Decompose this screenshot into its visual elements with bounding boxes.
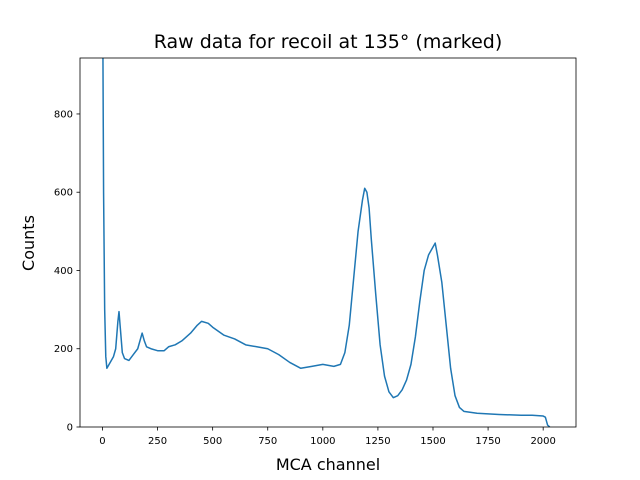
y-axis-label: Counts: [19, 215, 38, 271]
x-tick-label: 500: [203, 436, 222, 447]
x-tick-label: 250: [148, 436, 167, 447]
x-tick-label: 1000: [310, 436, 335, 447]
x-axis-label: MCA channel: [276, 455, 380, 474]
x-tick-label: 0: [99, 436, 105, 447]
x-tick-label: 1250: [365, 436, 390, 447]
x-tick-label: 750: [258, 436, 277, 447]
plot-area: [102, 58, 551, 427]
x-tick-label: 1750: [475, 436, 500, 447]
x-tick-label: 1500: [420, 436, 445, 447]
y-tick-label: 800: [54, 109, 73, 120]
axes-frame: [79, 57, 577, 428]
chart-title: Raw data for recoil at 135° (marked): [154, 31, 503, 53]
y-tick-label: 600: [54, 188, 73, 199]
y-tick-label: 400: [54, 266, 73, 277]
data-line: [102, 58, 551, 427]
y-tick-label: 0: [67, 423, 73, 434]
x-tick-label: 2000: [530, 436, 555, 447]
y-tick-label: 200: [54, 344, 73, 355]
